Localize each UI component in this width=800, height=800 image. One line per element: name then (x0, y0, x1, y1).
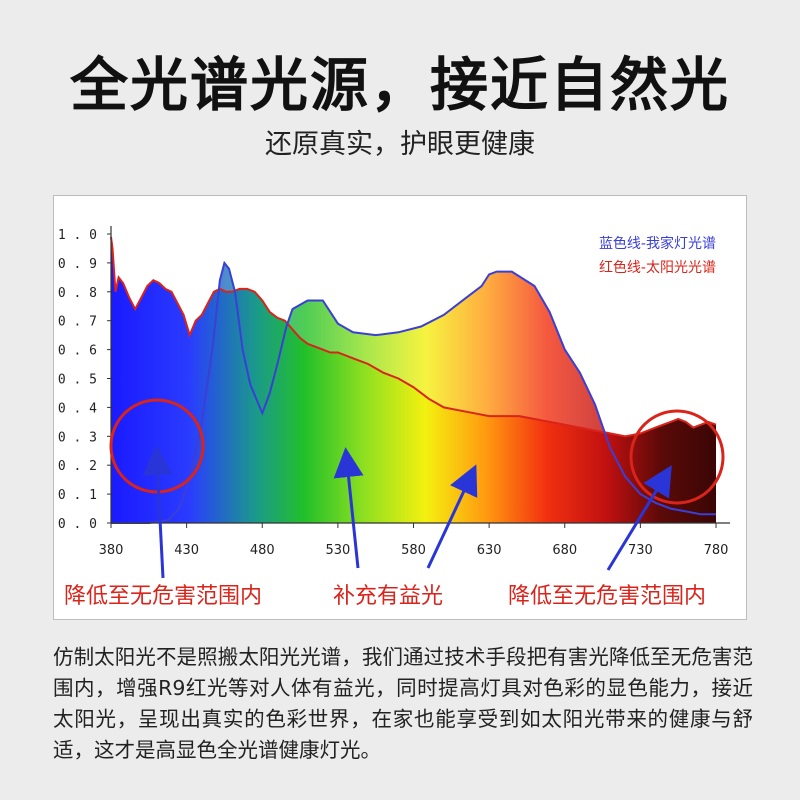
description-paragraph: 仿制太阳光不是照搬太阳光光谱，我们通过技术手段把有害光降低至无危害范围内，增强R… (53, 645, 753, 762)
label-right: 降低至无危害范围内 (508, 584, 707, 609)
y-tick-label: 0 . 0 (58, 517, 97, 532)
y-tick-label: 0 . 3 (58, 430, 97, 445)
x-tick-label: 530 (325, 543, 350, 558)
legend-blue: 蓝色线-我家灯光谱 (599, 235, 716, 252)
left-circle (109, 398, 205, 494)
right-circle (629, 409, 725, 505)
legend-red: 红色线-太阳光光谱 (599, 259, 716, 276)
solar-spectrum-line (110, 236, 717, 438)
label-middle: 补充有益光 (333, 584, 444, 609)
page-subtitle: 还原真实，护眼更健康 (265, 129, 535, 160)
x-tick-label: 780 (704, 543, 729, 558)
y-tick-label: 1 . 0 (58, 228, 97, 243)
x-tick-label: 680 (552, 543, 577, 558)
y-tick-label: 0 . 7 (58, 315, 97, 330)
x-tick-label: 630 (477, 543, 502, 558)
y-tick-label: 0 . 6 (58, 344, 97, 359)
y-tick-label: 0 . 4 (58, 401, 97, 416)
y-tick-label: 0 . 8 (58, 286, 97, 301)
y-tick-label: 0 . 1 (58, 488, 97, 503)
arrow-right (606, 465, 672, 571)
arrow-mid-1 (333, 447, 364, 569)
x-tick-label: 380 (99, 543, 124, 558)
y-tick-label: 0 . 2 (58, 459, 97, 474)
arrow-left (142, 445, 173, 579)
y-tick-label: 0 . 9 (58, 257, 97, 272)
x-tick-label: 480 (250, 543, 275, 558)
lamp-spectrum-line (111, 260, 716, 524)
x-tick-label: 580 (401, 543, 426, 558)
y-tick-label: 0 . 5 (58, 373, 97, 388)
arrow-mid-2 (426, 464, 478, 569)
x-tick-label: 730 (628, 543, 653, 558)
x-tick-label: 430 (174, 543, 199, 558)
page-title: 全光谱光源，接近自然光 (69, 51, 730, 119)
label-left: 降低至无危害范围内 (64, 584, 263, 609)
